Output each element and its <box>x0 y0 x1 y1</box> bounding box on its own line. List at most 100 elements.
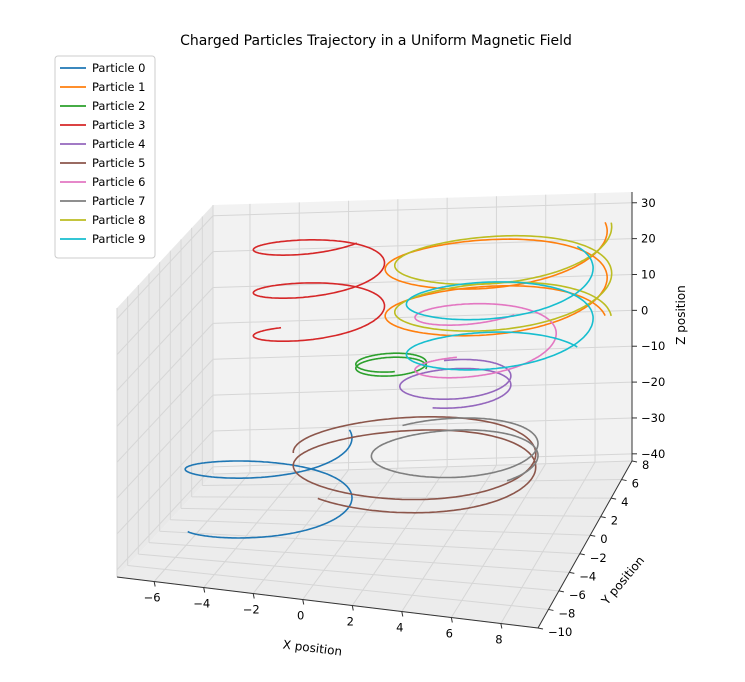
grid-line-y <box>148 542 570 573</box>
grid-line-y <box>170 519 591 536</box>
grid-line-z <box>212 453 633 468</box>
z-tick-label: 10 <box>641 268 656 282</box>
y-tick-label: 2 <box>611 514 618 528</box>
series-line-particle-7 <box>370 417 539 482</box>
y-tick-label: 0 <box>600 532 607 546</box>
axis-lines <box>116 192 633 629</box>
grid-line-x <box>500 461 596 624</box>
x-tick-label: −2 <box>243 603 260 617</box>
x-tick-mark <box>203 587 206 593</box>
y-tick-mark <box>621 479 627 482</box>
y-tick-mark <box>611 497 617 500</box>
tick-labels: −6 −4 −2 0 2 4 6 8−10−8−6−4−202468−40−30−20−100… <box>144 196 666 647</box>
y-tick-mark <box>631 460 638 463</box>
grid-line-z <box>212 238 633 253</box>
z-tick-label: 30 <box>641 196 656 210</box>
grid-line-y <box>212 460 633 475</box>
y-tick-mark <box>600 516 606 519</box>
x-tick-label: −6 <box>144 591 161 605</box>
grid-line-z <box>212 202 633 217</box>
x-tick-mark <box>450 617 453 623</box>
y-axis-line <box>537 460 633 629</box>
x-tick-label: 8 <box>495 633 502 647</box>
side-pane <box>117 205 213 577</box>
y-tick-mark <box>590 534 596 537</box>
series-line-particle-0 <box>184 429 353 539</box>
grid-line-z <box>212 309 633 324</box>
axes-panes <box>117 192 632 628</box>
grid-line-z <box>212 417 633 432</box>
x-tick-mark <box>153 581 156 587</box>
x-tick-label: 4 <box>396 621 403 635</box>
grid-line-x <box>401 464 497 612</box>
legend-label: Particle 9 <box>92 232 145 246</box>
grid-line-z <box>212 345 633 360</box>
grid-line-z <box>116 323 214 427</box>
z-tick-label: 20 <box>641 232 656 246</box>
x-tick-mark <box>351 605 354 611</box>
y-tick-mark <box>537 627 544 630</box>
legend-label: Particle 1 <box>92 80 145 94</box>
chart-title: Charged Particles Trajectory in a Unifor… <box>180 33 572 49</box>
x-tick-mark <box>500 623 503 629</box>
legend-label: Particle 2 <box>92 99 145 113</box>
grid-line-z <box>116 251 214 355</box>
grid-line-x <box>302 467 399 600</box>
grid-line-z <box>116 358 214 463</box>
x-axis-label: X position <box>282 637 343 658</box>
grid-lines <box>116 193 633 629</box>
grid-line-y <box>202 479 622 486</box>
x-axis-line <box>116 576 539 629</box>
grid-line-z <box>116 287 214 391</box>
grid-line-y <box>159 530 580 555</box>
x-tick-label: 0 <box>297 609 304 623</box>
y-tick-label: −8 <box>558 606 575 620</box>
y-tick-label: 6 <box>632 477 639 491</box>
grid-line-z <box>116 466 214 571</box>
x-tick-mark <box>302 599 305 605</box>
series-line-particle-1 <box>384 221 609 337</box>
y-tick-label: −6 <box>569 588 586 602</box>
grid-line-x <box>351 466 448 606</box>
grid-line-z <box>116 215 214 320</box>
legend: Particle 0 Particle 1 Particle 2 Particle 3… <box>54 55 156 259</box>
x-tick-label: 6 <box>446 627 453 641</box>
grid-line-z <box>116 430 214 535</box>
y-tick-mark <box>548 608 554 611</box>
series-line-particle-9 <box>405 245 594 371</box>
legend-label: Particle 3 <box>92 118 145 132</box>
legend-label: Particle 7 <box>92 194 145 208</box>
y-tick-label: 8 <box>642 458 649 472</box>
x-tick-label: 2 <box>347 615 354 629</box>
y-tick-mark <box>558 590 564 593</box>
x-tick-mark <box>252 593 255 599</box>
grid-line-x <box>153 472 251 582</box>
z-axis-label: Z position <box>674 285 688 345</box>
x-tick-mark <box>401 611 404 617</box>
legend-label: Particle 8 <box>92 213 145 227</box>
grid-line-x <box>450 463 547 618</box>
z-tick-label: −40 <box>641 447 665 461</box>
legend-label: Particle 6 <box>92 175 145 189</box>
grid-line-y <box>138 553 559 592</box>
series-line-particle-3 <box>252 239 386 343</box>
series-line-particle-4 <box>398 358 512 410</box>
x-tick-label: −4 <box>193 597 210 611</box>
grid-line-y <box>191 496 612 499</box>
z-tick-label: −10 <box>641 339 665 353</box>
series-lines <box>184 221 613 539</box>
z-tick-label: 0 <box>641 303 648 317</box>
legend-label: Particle 4 <box>92 137 145 151</box>
z-tick-label: −30 <box>641 411 665 425</box>
y-tick-mark <box>579 553 585 556</box>
z-tick-label: −20 <box>641 375 665 389</box>
legend-label: Particle 0 <box>92 61 145 75</box>
legend-label: Particle 5 <box>92 156 145 170</box>
grid-line-z <box>116 394 214 499</box>
y-tick-label: −4 <box>579 569 596 583</box>
grid-line-y <box>127 565 549 610</box>
grid-line-x <box>203 471 300 588</box>
y-tick-mark <box>569 571 575 574</box>
grid-line-z <box>212 381 633 396</box>
